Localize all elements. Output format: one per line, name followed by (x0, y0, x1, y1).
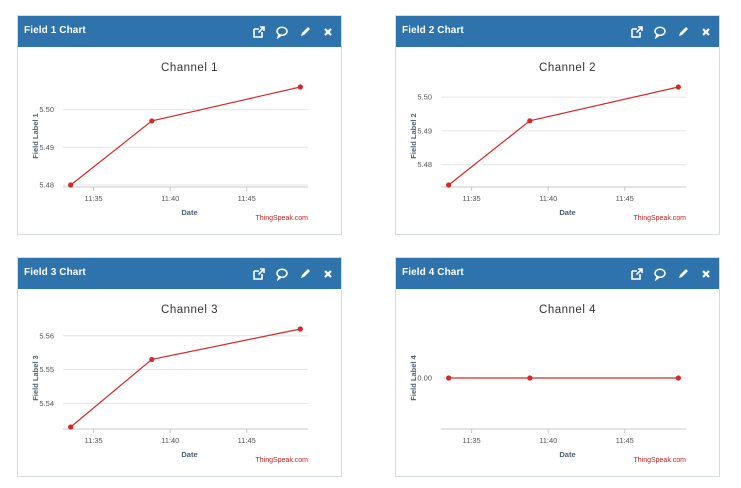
close-icon[interactable] (321, 267, 335, 281)
x-tick-label: 11:35 (85, 194, 103, 203)
line-chart: Channel 2 5.48 5.49 5.50 11:35 11:40 11:45 Date… (409, 62, 686, 222)
x-axis-label: Date (181, 450, 197, 459)
card-title: Field 4 Chart (402, 267, 464, 278)
card-actions (630, 264, 713, 284)
card-title: Field 2 Chart (402, 25, 464, 36)
card-header: Field 2 Chart (396, 16, 719, 47)
external-link-icon[interactable] (630, 25, 644, 39)
field-3-chart-card: Field 3 Chart Channel 3 5.54 5.55 5.56 11:35… (17, 257, 342, 477)
y-tick-label: 5.49 (417, 126, 432, 135)
y-tick-label: 5.48 (417, 160, 432, 169)
y-tick-label: 5.55 (39, 365, 54, 374)
x-axis-label: Date (559, 450, 575, 459)
external-link-icon[interactable] (252, 267, 266, 281)
data-point (527, 118, 533, 124)
chart-title: Channel 3 (161, 304, 218, 316)
x-tick-label: 11:35 (463, 436, 481, 445)
thingspeak-credit: ThingSpeak.com (255, 215, 308, 222)
card-actions (252, 264, 335, 284)
x-tick-label: 11:45 (238, 194, 256, 203)
x-axis-label: Date (559, 208, 575, 217)
card-body: Channel 2 5.48 5.49 5.50 11:35 11:40 11:45 Date… (396, 47, 719, 234)
y-axis-label: Field Label 1 (31, 113, 40, 158)
thingspeak-credit: ThingSpeak.com (633, 215, 686, 222)
chart-title: Channel 4 (539, 304, 596, 316)
data-point (149, 118, 155, 124)
card-header: Field 4 Chart (396, 258, 719, 289)
x-tick-label: 11:35 (85, 436, 103, 445)
data-point (527, 375, 533, 381)
data-point (297, 326, 303, 332)
x-tick-label: 11:45 (616, 194, 634, 203)
data-point (68, 182, 74, 188)
x-axis-label: Date (181, 208, 197, 217)
card-title: Field 1 Chart (24, 25, 86, 36)
field-1-chart-card: Field 1 Chart Channel 1 5.48 5.49 5.50 11:35… (17, 15, 342, 235)
thingspeak-credit: ThingSpeak.com (633, 457, 686, 464)
y-tick-label: 5.50 (417, 93, 432, 102)
comment-icon[interactable] (275, 25, 289, 39)
y-tick-label: 5.48 (39, 181, 54, 190)
y-tick-label: 5.50 (39, 105, 54, 114)
card-header: Field 3 Chart (18, 258, 341, 289)
y-axis-label: Field Label 2 (409, 113, 418, 158)
data-point (675, 84, 681, 90)
x-tick-label: 11:40 (161, 436, 179, 445)
data-point (446, 182, 452, 188)
x-tick-label: 11:40 (539, 194, 557, 203)
close-icon[interactable] (699, 267, 713, 281)
pencil-icon[interactable] (676, 25, 690, 39)
y-tick-label: 5.54 (39, 399, 54, 408)
pencil-icon[interactable] (298, 267, 312, 281)
external-link-icon[interactable] (252, 25, 266, 39)
pencil-icon[interactable] (298, 25, 312, 39)
chart-title: Channel 2 (539, 62, 596, 74)
close-icon[interactable] (321, 25, 335, 39)
data-point (68, 424, 74, 430)
card-actions (252, 22, 335, 42)
data-point (297, 84, 303, 90)
x-tick-label: 11:40 (539, 436, 557, 445)
card-body: Channel 1 5.48 5.49 5.50 11:35 11:40 11:45 Date… (18, 47, 341, 234)
x-tick-label: 11:35 (463, 194, 481, 203)
data-point (149, 356, 155, 363)
y-tick-label: 5.56 (39, 331, 54, 340)
x-tick-label: 11:45 (616, 436, 634, 445)
line-chart: Channel 3 5.54 5.55 5.56 11:35 11:40 11:45 Date… (31, 304, 308, 464)
series-line (70, 86, 301, 186)
comment-icon[interactable] (275, 267, 289, 281)
y-axis-label: Field Label 4 (409, 354, 418, 400)
field-4-chart-card: Field 4 Chart Channel 4 0.00 11:35 11:40 11:… (395, 257, 720, 477)
x-tick-label: 11:40 (161, 194, 179, 203)
pencil-icon[interactable] (676, 267, 690, 281)
series-line (70, 328, 301, 428)
close-icon[interactable] (699, 25, 713, 39)
line-chart: Channel 4 0.00 11:35 11:40 11:45 Date Field La… (409, 304, 686, 464)
data-point (446, 375, 452, 381)
chart-title: Channel 1 (161, 62, 218, 74)
card-actions (630, 22, 713, 42)
card-body: Channel 4 0.00 11:35 11:40 11:45 Date Field La… (396, 289, 719, 476)
card-title: Field 3 Chart (24, 267, 86, 278)
comment-icon[interactable] (653, 267, 667, 281)
series-line (448, 86, 679, 186)
field-2-chart-card: Field 2 Chart Channel 2 5.48 5.49 5.50 11:35… (395, 15, 720, 235)
card-header: Field 1 Chart (18, 16, 341, 47)
thingspeak-credit: ThingSpeak.com (255, 457, 308, 464)
y-tick-label: 5.49 (39, 143, 54, 152)
card-body: Channel 3 5.54 5.55 5.56 11:35 11:40 11:45 Date… (18, 289, 341, 476)
external-link-icon[interactable] (630, 267, 644, 281)
comment-icon[interactable] (653, 25, 667, 39)
y-tick-label: 0.00 (417, 374, 432, 383)
y-axis-label: Field Label 3 (31, 355, 40, 400)
data-point (675, 375, 681, 381)
x-tick-label: 11:45 (238, 436, 256, 445)
line-chart: Channel 1 5.48 5.49 5.50 11:35 11:40 11:45 Date… (31, 62, 308, 222)
